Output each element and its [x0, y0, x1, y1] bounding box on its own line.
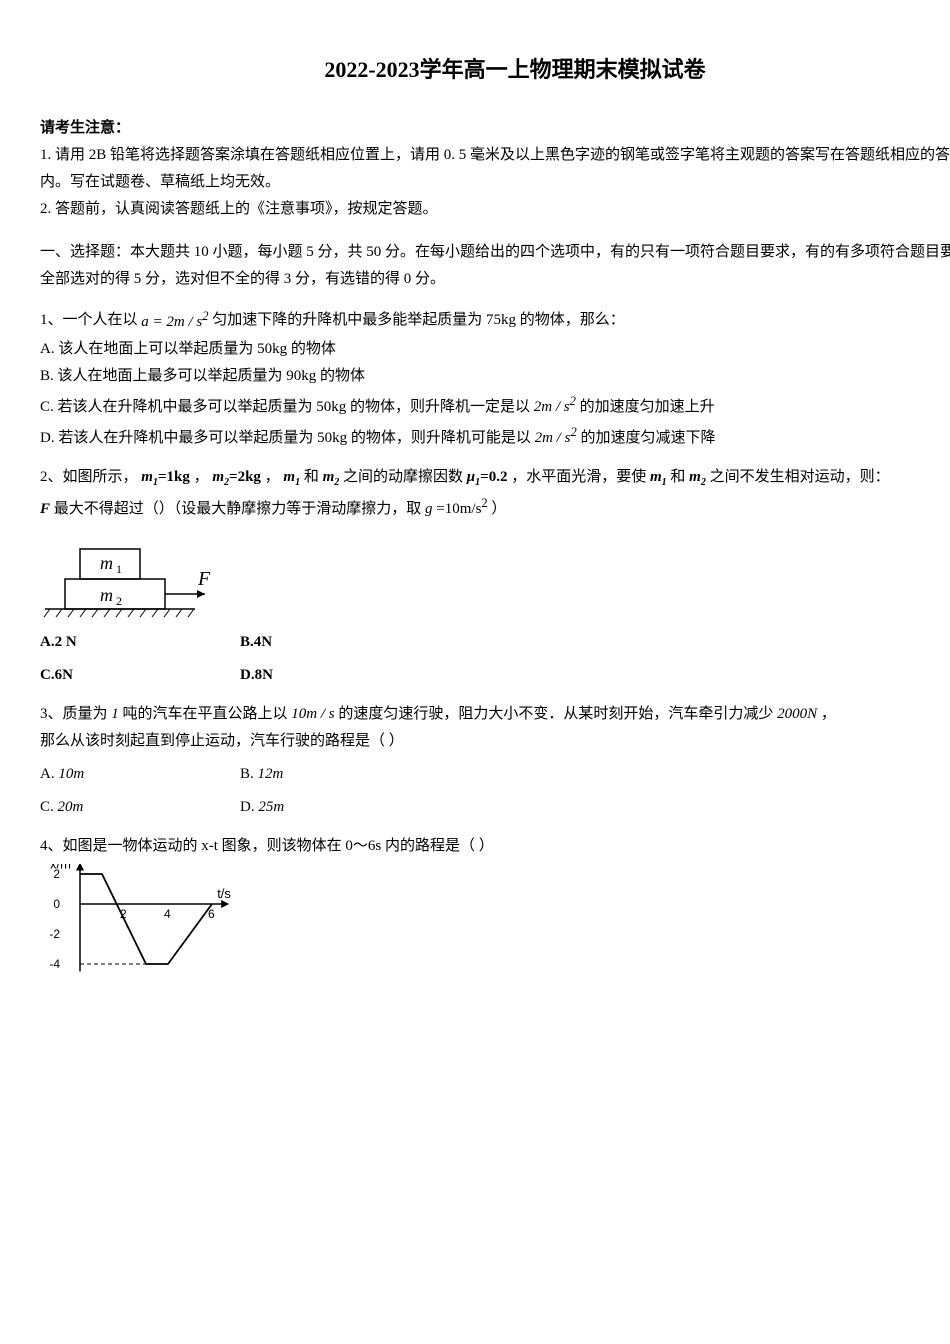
q2-stem-c: 和 [670, 469, 689, 485]
q2-stem-a: 2、如图所示， [40, 469, 138, 485]
q3-options-row2: C. 20m D. 25m [40, 794, 950, 821]
q2-mu: μ [467, 469, 475, 485]
q2-sep1: ， [194, 469, 209, 485]
q2-m1c: m [650, 469, 662, 485]
q3-v1: 1 [111, 706, 119, 722]
q1-optd-b: 的加速度匀减速下降 [580, 430, 715, 446]
q3-oa-v: 10m [58, 766, 84, 782]
q2-s2d: =10m/s [436, 501, 481, 517]
svg-text:m: m [100, 585, 113, 605]
q3-ob-p: B. [240, 766, 258, 782]
q3-od-v: 25m [258, 799, 284, 815]
q1-option-b: B. 该人在地面上最多可以举起质量为 90kg 的物体 [40, 363, 950, 390]
q1-stem-b: 匀加速下降的升降机中最多能举起质量为 75kg 的物体，那么： [212, 312, 625, 328]
q2-m2: m [212, 469, 224, 485]
q2-option-a: A.2 N [40, 629, 240, 656]
q2-m2b: =2kg [229, 469, 261, 485]
exam-title: 2022-2023学年高一上物理期末模拟试卷 [40, 50, 950, 90]
question-2: 2、如图所示， m1=1kg ， m2=2kg ， m1 和 m2 之间的动摩擦… [40, 464, 950, 492]
q2-mid-a2: m [323, 469, 335, 485]
q3-stem-line2: 那么从该时刻起直到停止运动，汽车行驶的路程是（ ） [40, 728, 950, 755]
q3-option-b: B. 12m [240, 761, 440, 788]
q3-option-c: C. 20m [40, 794, 240, 821]
svg-text:4: 4 [164, 907, 171, 921]
q3-v2: 10m / s [291, 706, 334, 722]
q2-F-label: F [197, 568, 211, 590]
section-1-head: 一、选择题：本大题共 10 小题，每小题 5 分，共 50 分。在每小题给出的四… [40, 239, 950, 293]
q2-g: g [425, 501, 433, 517]
q1-stem-a: 1、一个人在以 [40, 312, 141, 328]
question-3: 3、质量为 1 吨的汽车在平直公路上以 10m / s 的速度匀速行驶，阻力大小… [40, 701, 950, 728]
svg-text:2: 2 [53, 867, 60, 881]
q3-options-row1: A. 10m B. 12m [40, 761, 950, 788]
q2-sep2: ， [265, 469, 280, 485]
svg-text:2: 2 [116, 594, 122, 608]
q2-option-b: B.4N [240, 629, 440, 656]
q2-s2sup: 2 [481, 496, 487, 510]
svg-text:m: m [100, 553, 113, 573]
q2-diagram: m 1 m 2 F [40, 531, 950, 621]
q2-stem-d: 之间不发生相对运动，则： [710, 469, 890, 485]
q1-optd-a: D. 若该人在升降机中最多可以举起质量为 50kg 的物体，则升降机可能是以 [40, 430, 535, 446]
q3-sa: 3、质量为 [40, 706, 108, 722]
q3-sb: 吨的汽车在平直公路上以 [123, 706, 288, 722]
q1-optc-b: 的加速度匀加速上升 [580, 399, 715, 415]
q2-mid-c: 之间的动摩擦因数 [343, 469, 467, 485]
instruction-2: 2. 答题前，认真阅读答题纸上的《注意事项》，按规定答题。 [40, 196, 950, 223]
q1-optd-sup: 2 [570, 425, 576, 439]
q3-sd: ， [821, 706, 836, 722]
q3-option-a: A. 10m [40, 761, 240, 788]
q2-s2b: 最大不得超过（）（设最大静摩擦力等于滑动摩擦力，取 [54, 501, 425, 517]
svg-text:-4: -4 [49, 957, 60, 971]
q2-m1cs: 1 [662, 477, 667, 488]
svg-text:0: 0 [53, 897, 60, 911]
q3-oc-v: 20m [58, 799, 84, 815]
q2-s2e: ） [491, 501, 506, 517]
question-1: 1、一个人在以 a = 2m / s2 匀加速下降的升降机中最多能举起质量为 7… [40, 305, 950, 336]
q2-m1b: =1kg [158, 469, 190, 485]
q3-option-d: D. 25m [240, 794, 440, 821]
q1-optc-sup: 2 [570, 394, 576, 408]
instruction-1: 1. 请用 2B 铅笔将选择题答案涂填在答题纸相应位置上，请用 0. 5 毫米及… [40, 142, 950, 196]
q1-optc-a: C. 若该人在升降机中最多可以举起质量为 50kg 的物体，则升降机一定是以 [40, 399, 534, 415]
q1-option-c: C. 若该人在升降机中最多可以举起质量为 50kg 的物体，则升降机一定是以 2… [40, 390, 950, 421]
q2-m2cs: 2 [701, 477, 706, 488]
q3-od-p: D. [240, 799, 258, 815]
q2-m2c: m [689, 469, 701, 485]
q2-options-row1: A.2 N B.4N [40, 629, 950, 656]
q1-optc-formula: 2m / s [534, 399, 570, 415]
q3-sc: 的速度匀速行驶，阻力大小不变．从某时刻开始，汽车牵引力减少 [338, 706, 773, 722]
q1-formula-sup: 2 [202, 309, 208, 323]
q1-formula-base: a = 2m / s [141, 314, 202, 330]
q3-oc-p: C. [40, 799, 58, 815]
svg-text:-2: -2 [49, 927, 60, 941]
q4-graph: x/mt/s-4-202246 [40, 864, 950, 1004]
q3-oa-p: A. [40, 766, 58, 782]
q1-optd-formula: 2m / s [535, 430, 571, 446]
q3-ob-v: 12m [258, 766, 284, 782]
q2-options-row2: C.6N D.8N [40, 662, 950, 689]
q2-mub: =0.2 [480, 469, 507, 485]
q2-F: F [40, 501, 50, 517]
q2-option-c: C.6N [40, 662, 240, 689]
q1-option-a: A. 该人在地面上可以举起质量为 50kg 的物体 [40, 336, 950, 363]
q2-stem-b: ，水平面光滑，要使 [511, 469, 650, 485]
q2-mid-b: 和 [304, 469, 323, 485]
q2-m1: m [141, 469, 153, 485]
svg-text:1: 1 [116, 562, 122, 576]
q2-mid-s2: 2 [334, 477, 339, 488]
q2-option-d: D.8N [240, 662, 440, 689]
q2-stem-line2: F 最大不得超过（）（设最大静摩擦力等于滑动摩擦力，取 g =10m/s2 ） [40, 492, 950, 523]
instructions-head: 请考生注意： [40, 115, 950, 142]
q1-option-d: D. 若该人在升降机中最多可以举起质量为 50kg 的物体，则升降机可能是以 2… [40, 421, 950, 452]
q3-v3: 2000N [777, 706, 817, 722]
q2-mid-a: m [283, 469, 295, 485]
question-4: 4、如图是一物体运动的 x-t 图象，则该物体在 0～6s 内的路程是（ ） [40, 833, 950, 860]
q1-formula-1: a = 2m / s2 [141, 314, 212, 330]
q2-mid-s1: 1 [295, 477, 300, 488]
svg-text:t/s: t/s [217, 886, 231, 901]
